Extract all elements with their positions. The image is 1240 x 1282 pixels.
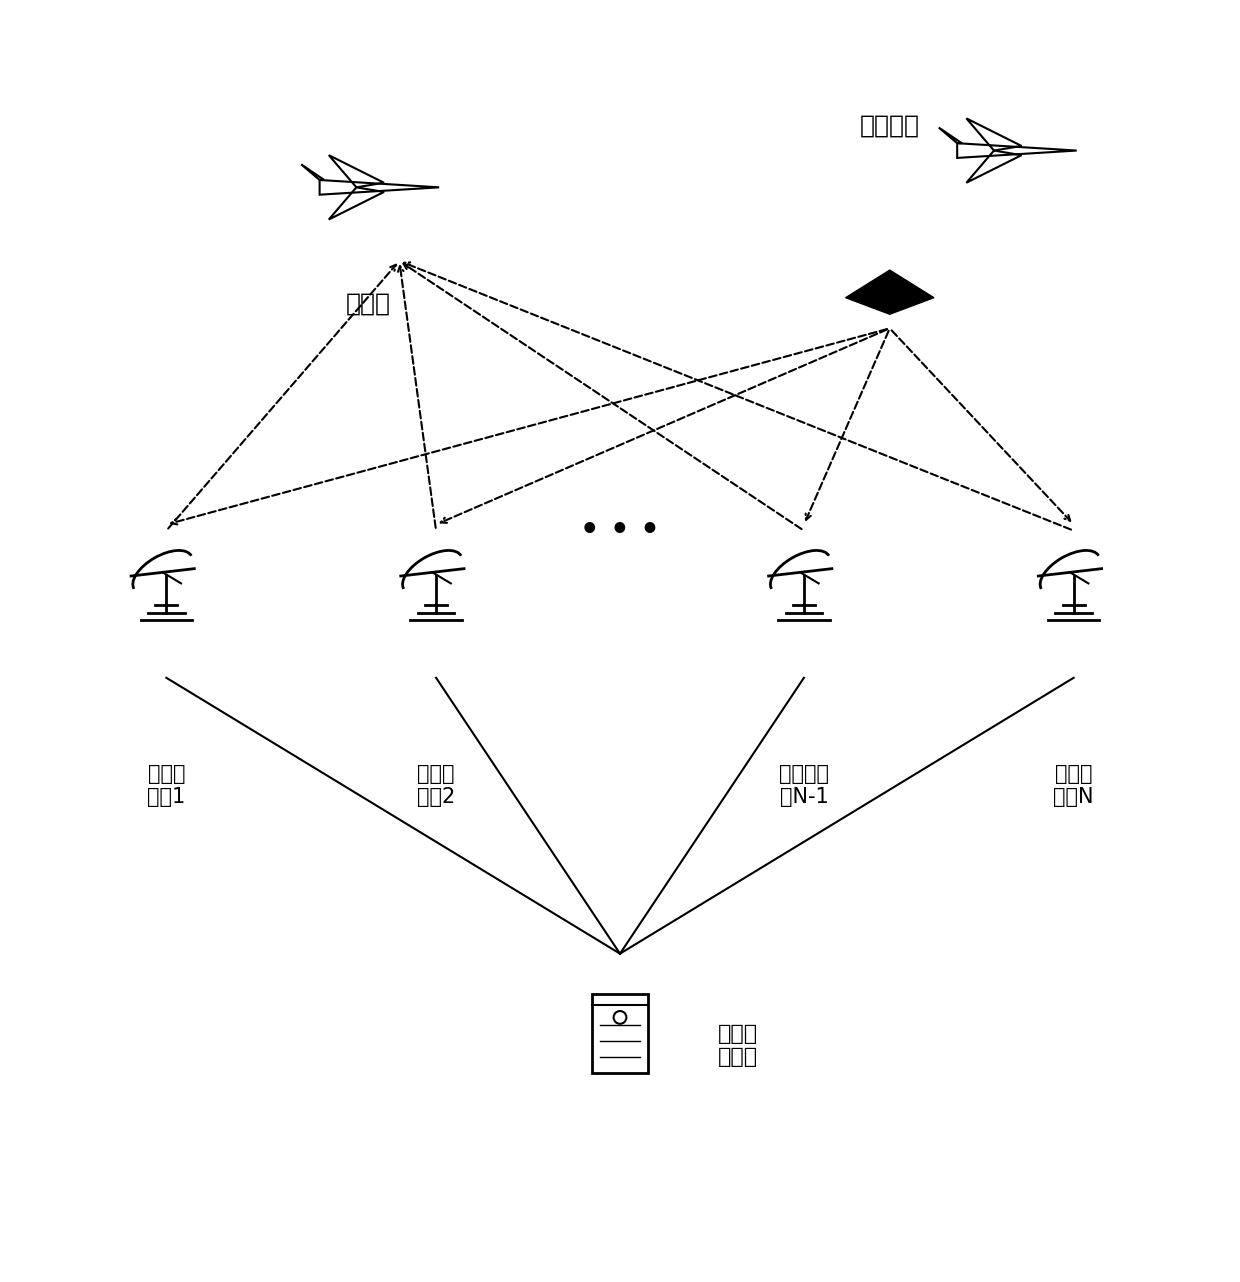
Text: 分布式节
点N-1: 分布式节 点N-1 xyxy=(779,764,828,806)
Text: 通信目标: 通信目标 xyxy=(859,114,920,138)
Text: • • •: • • • xyxy=(580,517,660,545)
Text: 信息处
理中心: 信息处 理中心 xyxy=(718,1024,758,1067)
Polygon shape xyxy=(846,271,934,314)
Text: 分布式
节点2: 分布式 节点2 xyxy=(417,764,455,806)
Text: 分布式
节点1: 分布式 节点1 xyxy=(148,764,186,806)
Text: 窃听者: 窃听者 xyxy=(346,291,391,315)
Text: 分布式
节点N: 分布式 节点N xyxy=(1054,764,1094,806)
